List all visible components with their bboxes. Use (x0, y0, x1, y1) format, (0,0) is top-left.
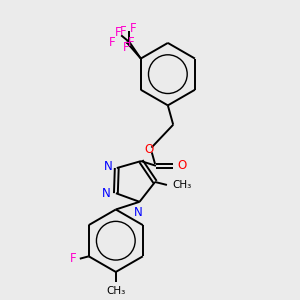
Text: CH₃: CH₃ (172, 180, 191, 190)
Text: N: N (134, 206, 142, 219)
Text: CH₃: CH₃ (106, 286, 125, 296)
Text: F: F (115, 26, 122, 39)
Text: N: N (102, 187, 110, 200)
Text: F: F (123, 41, 129, 54)
Text: N: N (104, 160, 112, 173)
Text: F: F (120, 25, 126, 38)
Text: F: F (130, 22, 136, 35)
Text: O: O (145, 143, 154, 157)
Text: F: F (109, 36, 115, 49)
Text: F: F (128, 36, 134, 49)
Text: O: O (177, 159, 187, 172)
Text: F: F (70, 252, 76, 265)
